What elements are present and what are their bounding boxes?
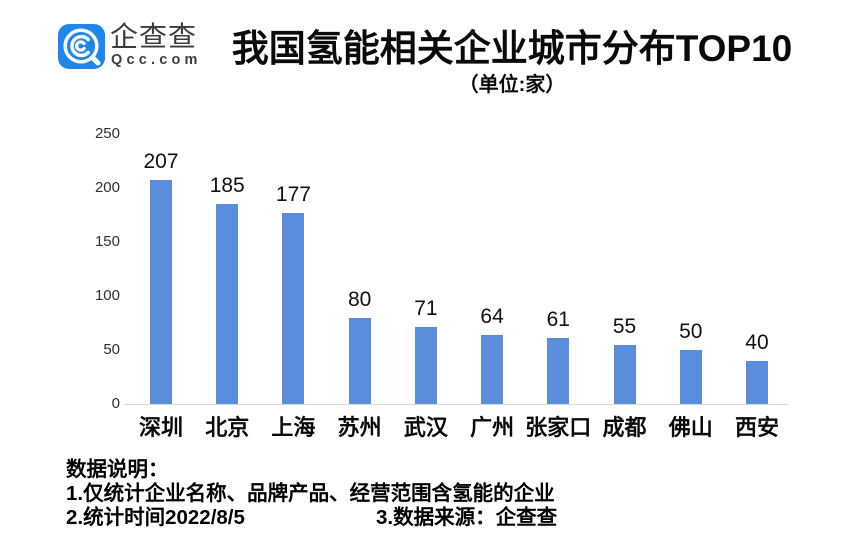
- notes-heading: 数据说明：: [66, 458, 169, 481]
- category-label: 上海: [271, 415, 316, 440]
- bar: [216, 204, 239, 404]
- category-label: 武汉: [403, 415, 448, 440]
- y-axis-tick-label: 150: [94, 233, 120, 250]
- bar-value-label: 71: [414, 297, 438, 321]
- bar-value-label: 207: [143, 150, 179, 174]
- qcc-logo-icon: [58, 24, 105, 69]
- category-label: 佛山: [668, 415, 713, 440]
- bar-value-label: 40: [745, 330, 769, 354]
- notes-line-1: 1.仅统计企业名称、品牌产品、经营范围含氢能的企业: [66, 482, 555, 505]
- bar: [414, 327, 437, 404]
- chart-unit-subtitle: （单位:家）: [458, 74, 566, 96]
- qcc-logo-domain: Qcc.com: [111, 52, 202, 68]
- bar: [745, 360, 768, 404]
- bar: [481, 334, 504, 404]
- bar-value-label: 61: [546, 308, 570, 332]
- bar-value-label: 80: [347, 287, 372, 311]
- chart-title: 我国氢能相关企业城市分布TOP10: [231, 28, 793, 69]
- notes-line-2: 2.统计时间2022/8/5 3.数据来源：企查查: [66, 506, 806, 530]
- note-stat-time: 2.统计时间2022/8/5: [66, 506, 245, 529]
- data-notes: 数据说明： 1.仅统计企业名称、品牌产品、经营范围含氢能的企业 2.统计时间20…: [66, 458, 806, 530]
- bar-value-label: 185: [209, 174, 245, 198]
- note-data-source: 3.数据来源：企查查: [376, 506, 558, 529]
- y-axis-tick-label: 200: [94, 179, 120, 196]
- bar-value-label: 55: [612, 314, 637, 338]
- bar: [348, 317, 371, 404]
- y-axis-tick-label: 50: [103, 341, 120, 358]
- qcc-logo-wordmark: 企查查: [110, 21, 198, 52]
- bar: [282, 212, 305, 404]
- y-axis-tick-label: 250: [94, 125, 120, 142]
- bar-value-label: 64: [480, 304, 504, 328]
- bar: [613, 344, 636, 404]
- category-label: 苏州: [337, 415, 382, 440]
- category-label: 西安: [734, 415, 779, 440]
- category-label: 深圳: [138, 415, 183, 440]
- bar-value-label: 50: [679, 320, 703, 343]
- category-label: 成都: [602, 415, 647, 440]
- category-label: 广州: [470, 415, 515, 440]
- bar-value-label: 177: [275, 182, 311, 206]
- bar: [150, 180, 172, 404]
- y-axis-tick-label: 100: [94, 287, 120, 304]
- y-axis-tick-label: 0: [111, 395, 120, 412]
- category-label: 北京: [205, 415, 250, 440]
- x-axis-baseline: [125, 404, 788, 405]
- bar: [679, 350, 702, 404]
- bar: [547, 338, 570, 404]
- category-label: 张家口: [525, 415, 592, 440]
